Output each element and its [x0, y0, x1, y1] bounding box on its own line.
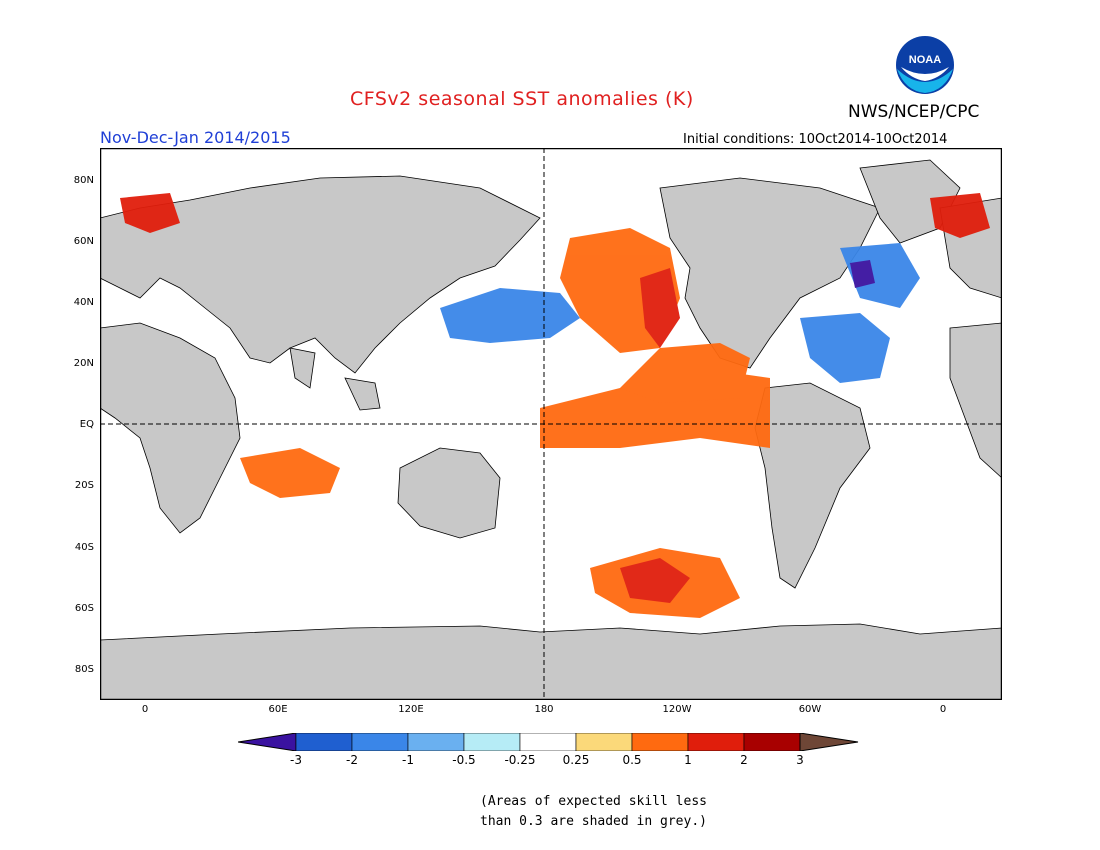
colorbar-swatch: [519, 733, 577, 751]
forecast-period: Nov-Dec-Jan 2014/2015: [100, 128, 291, 147]
lat-label: 20S: [74, 480, 94, 491]
colorbar-tick-label: 1: [684, 753, 692, 767]
lat-label: 60S: [74, 603, 94, 614]
anomaly-shading: [120, 193, 990, 618]
lat-label: 80N: [73, 175, 94, 186]
lat-label: EQ: [79, 419, 94, 430]
colorbar-triangle-high: [799, 733, 859, 751]
colorbar-swatch: [631, 733, 689, 751]
lat-label: 60N: [73, 236, 94, 247]
lat-label: 40N: [73, 297, 94, 308]
colorbar-swatch: [575, 733, 633, 751]
colorbar-tick-label: 0.25: [562, 753, 590, 767]
colorbar: [238, 733, 859, 751]
colorbar-tick-label: 0.5: [622, 753, 642, 767]
lat-label: 80S: [74, 664, 94, 675]
noaa-logo: NOAA: [896, 36, 954, 94]
lon-label: 0: [939, 704, 947, 715]
colorbar-swatch: [295, 733, 353, 751]
colorbar-tick-label: 3: [796, 753, 804, 767]
sst-anomaly-map: [100, 148, 1002, 700]
map-frame: [100, 148, 1002, 700]
colorbar-swatch: [463, 733, 521, 751]
colorbar-triangle-low: [238, 733, 297, 751]
chart-title: CFSv2 seasonal SST anomalies (K): [350, 88, 694, 110]
colorbar-tick-label: 2: [740, 753, 748, 767]
colorbar-swatch: [407, 733, 465, 751]
skill-note-line2: than 0.3 are shaded in grey.): [480, 814, 707, 829]
lon-label: 180: [534, 704, 554, 715]
lon-label: 0: [141, 704, 149, 715]
noaa-logo-text: NOAA: [909, 54, 941, 66]
colorbar-swatch: [351, 733, 409, 751]
skill-note: (Areas of expected skill less than 0.3 a…: [480, 792, 707, 832]
initial-conditions: Initial conditions: 10Oct2014-10Oct2014: [683, 132, 948, 147]
colorbar-tick-label: -3: [290, 753, 302, 767]
lat-label: 20N: [73, 358, 94, 369]
colorbar-tick-label: -2: [346, 753, 358, 767]
colorbar-tick-label: -0.5: [452, 753, 476, 767]
skill-note-line1: (Areas of expected skill less: [480, 794, 707, 809]
colorbar-swatch: [687, 733, 745, 751]
lon-label: 120E: [398, 704, 424, 715]
lon-label: 60W: [798, 704, 822, 715]
colorbar-swatch: [743, 733, 801, 751]
lat-label: 40S: [74, 542, 94, 553]
agency-label: NWS/NCEP/CPC: [848, 102, 980, 122]
colorbar-tick-label: -1: [402, 753, 414, 767]
lon-label: 120W: [662, 704, 692, 715]
colorbar-tick-label: -0.25: [504, 753, 536, 767]
lon-label: 60E: [268, 704, 288, 715]
